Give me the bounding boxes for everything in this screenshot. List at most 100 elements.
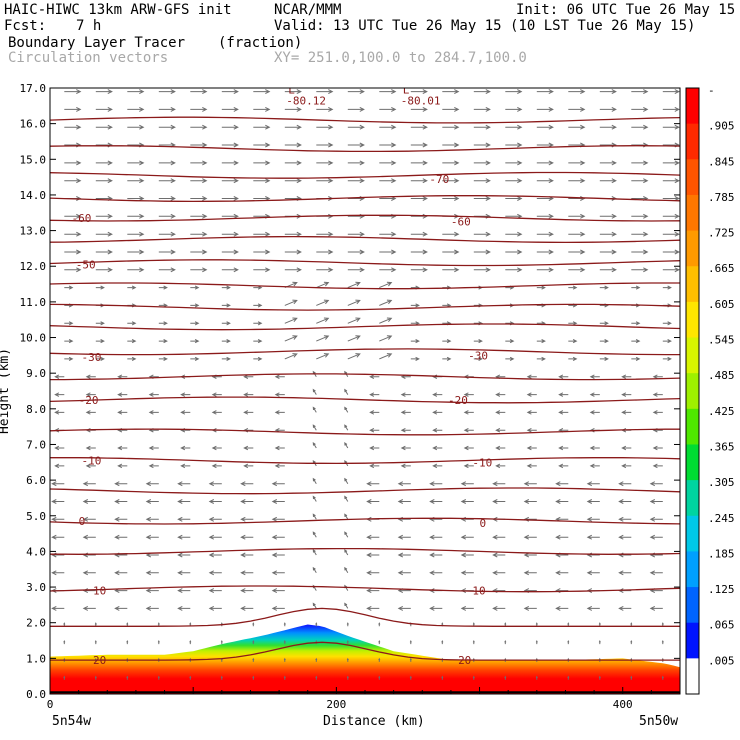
vector-arrow <box>95 285 105 290</box>
vector-arrow <box>536 285 546 290</box>
vector-arrow <box>599 106 617 112</box>
vector-arrow <box>54 392 65 397</box>
vector-arrow <box>379 178 397 184</box>
vector-arrow <box>568 321 578 326</box>
vector-arrow <box>505 339 515 344</box>
vector-arrow <box>473 249 491 255</box>
vector-arrow <box>441 675 444 680</box>
vector-arrow <box>662 231 680 237</box>
vector-arrow <box>221 196 239 201</box>
vector-arrow <box>369 463 380 469</box>
vector-arrow <box>344 442 349 449</box>
vector-arrow <box>344 477 349 484</box>
vector-arrow <box>158 285 168 290</box>
vector-arrow <box>432 427 443 433</box>
vector-arrow <box>208 481 222 487</box>
vector-arrow <box>568 213 586 219</box>
vector-arrow <box>95 89 113 95</box>
vector-arrow <box>208 605 222 611</box>
vector-arrow <box>536 249 554 255</box>
vector-arrow <box>271 534 285 540</box>
vector-arrow <box>662 89 680 95</box>
vector-arrow <box>190 303 200 308</box>
vector-arrow <box>253 303 263 308</box>
vector-arrow <box>599 339 609 344</box>
colorbar-label: .785 <box>708 191 735 204</box>
vector-arrow <box>567 675 570 680</box>
vector-arrow <box>190 196 208 201</box>
contour-label: -80.12 <box>286 94 326 107</box>
vector-arrow <box>64 106 82 112</box>
colorbar-swatch <box>686 373 699 410</box>
vector-arrow <box>315 622 318 627</box>
vector-arrow <box>536 89 554 95</box>
vector-arrow <box>599 178 617 184</box>
vector-arrow <box>158 356 168 361</box>
vector-arrow <box>221 321 231 326</box>
vector-arrow <box>190 321 200 326</box>
vector-arrow <box>473 160 491 166</box>
vector-arrow <box>473 142 491 148</box>
vector-arrow <box>190 142 208 148</box>
vector-arrow <box>85 445 96 451</box>
vector-arrow <box>555 570 569 576</box>
vector-arrow <box>526 445 537 451</box>
vector-arrow <box>312 477 317 484</box>
vector-arrow <box>429 570 443 576</box>
vector-arrow <box>460 605 474 611</box>
vector-arrow <box>631 356 641 361</box>
vector-arrow <box>190 231 208 237</box>
vector-arrow <box>410 89 428 95</box>
vector-arrow <box>410 231 428 237</box>
vector-arrow <box>127 356 137 361</box>
contour-label: -80.01 <box>401 94 441 107</box>
vector-arrow <box>312 513 317 520</box>
vector-arrow <box>599 356 609 361</box>
vector-arrow <box>379 231 397 237</box>
vector-arrow <box>64 321 74 326</box>
vector-arrow <box>397 552 411 558</box>
vector-arrow <box>158 196 176 201</box>
vector-arrow <box>344 584 349 591</box>
vector-arrow <box>369 392 380 397</box>
colorbar-label: .365 <box>708 440 735 453</box>
vector-arrow <box>253 160 271 166</box>
vector-arrow <box>400 445 411 451</box>
vector-arrow <box>315 675 318 680</box>
vector-arrow <box>567 639 570 645</box>
vector-arrow <box>558 410 569 415</box>
vector-arrow <box>495 445 506 451</box>
vector-arrow <box>316 142 334 148</box>
valid-time: Valid: 13 UTC Tue 26 May 15 (10 LST Tue … <box>274 18 696 34</box>
vector-arrow <box>442 124 460 130</box>
vector-arrow <box>473 124 491 130</box>
vector-arrow <box>460 499 474 504</box>
vector-arrow <box>586 605 600 611</box>
vector-arrow <box>211 392 222 397</box>
contour-label: -60 <box>451 216 471 229</box>
vector-arrow <box>526 410 537 415</box>
x-tick-label: 0 <box>47 698 54 711</box>
vector-arrow <box>177 481 191 487</box>
vector-arrow <box>442 106 460 112</box>
vector-arrow <box>316 124 334 130</box>
vector-arrow <box>253 321 263 326</box>
colorbar-swatch <box>686 515 699 552</box>
vector-arrow <box>618 570 632 576</box>
vector-arrow <box>95 231 113 237</box>
model-title: HAIC-HIWC 13km ARW-GFS init <box>4 2 232 18</box>
x-axis-title: Distance (km) <box>323 714 425 729</box>
vector-arrow <box>127 321 137 326</box>
vector-arrow <box>473 356 483 361</box>
vector-arrow <box>652 463 663 469</box>
vector-arrow <box>127 106 145 112</box>
vector-arrow <box>366 481 380 487</box>
vector-arrow <box>432 392 443 397</box>
vector-arrow <box>253 89 271 95</box>
vector-arrow <box>463 445 474 451</box>
vector-arrow <box>442 160 460 166</box>
vector-arrow <box>369 374 380 379</box>
vector-arrow <box>180 463 191 469</box>
vector-arrow <box>568 106 586 112</box>
vector-arrow <box>662 178 680 184</box>
